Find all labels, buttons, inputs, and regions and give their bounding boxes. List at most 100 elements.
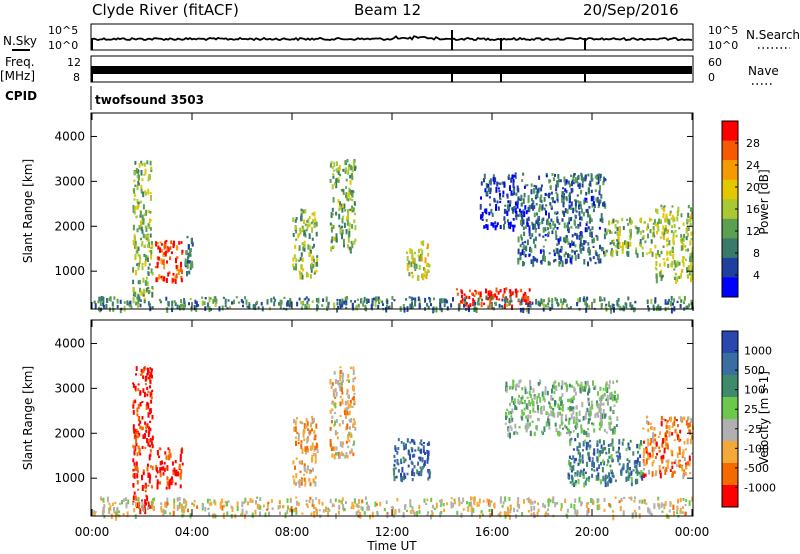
echo-cell: [339, 201, 341, 206]
echo-cell: [612, 218, 615, 224]
echo-cell: [597, 498, 600, 503]
echo-cell: [190, 248, 192, 252]
echo-cell: [444, 298, 447, 304]
echo-cell: [308, 233, 311, 240]
echo-cell: [544, 386, 547, 391]
echo-cell: [556, 243, 559, 246]
echo-cell: [132, 204, 135, 211]
echo-cell: [502, 194, 505, 198]
echo-cell: [554, 230, 557, 235]
colorbar-swatch: [722, 485, 738, 508]
echo-cell: [566, 208, 569, 214]
echo-cell: [513, 174, 516, 178]
echo-cell: [171, 251, 173, 255]
echo-cell: [557, 238, 560, 243]
echo-cell: [140, 243, 143, 247]
echo-cell: [457, 305, 460, 312]
echo-cell: [172, 469, 175, 475]
echo-cell: [446, 300, 449, 304]
echo-cell: [493, 199, 496, 203]
echo-cell: [242, 300, 245, 304]
echo-cell: [352, 190, 355, 194]
echo-cell: [204, 297, 207, 300]
echo-cell: [689, 472, 692, 475]
echo-cell: [567, 407, 570, 411]
echo-cell: [342, 215, 345, 218]
echo-cell: [636, 469, 639, 476]
echo-cell: [297, 480, 300, 485]
echo-cell: [144, 191, 147, 196]
echo-cell: [310, 221, 313, 225]
echo-cell: [133, 188, 136, 194]
echo-cell: [144, 508, 147, 515]
echo-cell: [492, 294, 495, 300]
echo-cell: [649, 229, 652, 234]
echo-cell: [665, 443, 668, 449]
nave-tick-top: 60: [708, 56, 722, 69]
echo-cell: [502, 501, 505, 505]
echo-cell: [351, 384, 354, 391]
echo-cell: [147, 484, 150, 487]
echo-cell: [351, 205, 354, 209]
echo-cell: [347, 244, 349, 249]
echo-cell: [272, 296, 275, 300]
echo-cell: [658, 503, 661, 510]
echo-cell: [656, 250, 659, 256]
echo-cell: [119, 308, 122, 314]
echo-cell: [627, 241, 630, 248]
echo-cell: [351, 166, 354, 173]
echo-cell: [593, 298, 596, 304]
echo-cell: [521, 512, 524, 516]
echo-cell: [560, 416, 563, 422]
echo-cell: [667, 229, 670, 233]
echo-cell: [149, 392, 152, 398]
echo-cell: [603, 233, 606, 240]
echo-cell: [529, 393, 532, 398]
echo-cell: [160, 276, 163, 279]
echo-cell: [511, 224, 514, 228]
colorbar-swatch: [722, 419, 738, 442]
echo-cell: [680, 240, 683, 245]
echo-cell: [149, 449, 152, 453]
echo-cell: [165, 486, 168, 490]
echo-cell: [539, 397, 542, 403]
echo-cell: [646, 438, 649, 442]
x-axis-label: Time UT: [366, 539, 417, 553]
echo-cell: [606, 387, 609, 391]
echo-cell: [354, 166, 356, 171]
echo-cell: [339, 441, 342, 447]
echo-cell: [586, 510, 589, 517]
echo-cell: [351, 397, 354, 401]
echo-cell: [174, 460, 177, 464]
echo-cell: [339, 395, 342, 399]
echo-cell: [341, 391, 344, 395]
x-axis-tick-labels: 00:00 04:00 08:00 12:00 16:00 20:00 00:00: [75, 525, 710, 539]
echo-cell: [524, 294, 527, 300]
echo-cell: [177, 471, 180, 476]
echo-cell: [150, 166, 153, 172]
echo-cell: [312, 255, 315, 260]
echo-cell: [353, 219, 356, 224]
echo-cell: [299, 420, 302, 424]
echo-cell: [556, 430, 559, 436]
echo-cell: [549, 499, 552, 503]
echo-cell: [330, 385, 333, 389]
echo-cell: [412, 454, 415, 458]
echo-cell: [670, 416, 672, 422]
echo-cell: [327, 301, 330, 306]
echo-cell: [608, 422, 611, 426]
echo-cell: [375, 296, 378, 302]
echo-cell: [310, 469, 312, 473]
echo-cell: [141, 446, 144, 449]
echo-cell: [486, 224, 489, 231]
echo-cell: [334, 379, 337, 384]
echo-cell: [472, 507, 475, 513]
echo-cell: [333, 161, 336, 167]
echo-cell: [142, 368, 145, 374]
echo-cell: [565, 196, 568, 200]
echo-cell: [180, 448, 183, 454]
echo-cell: [511, 291, 514, 296]
echo-cell: [550, 410, 553, 416]
echo-cell: [306, 504, 309, 509]
echo-cell: [145, 276, 148, 280]
